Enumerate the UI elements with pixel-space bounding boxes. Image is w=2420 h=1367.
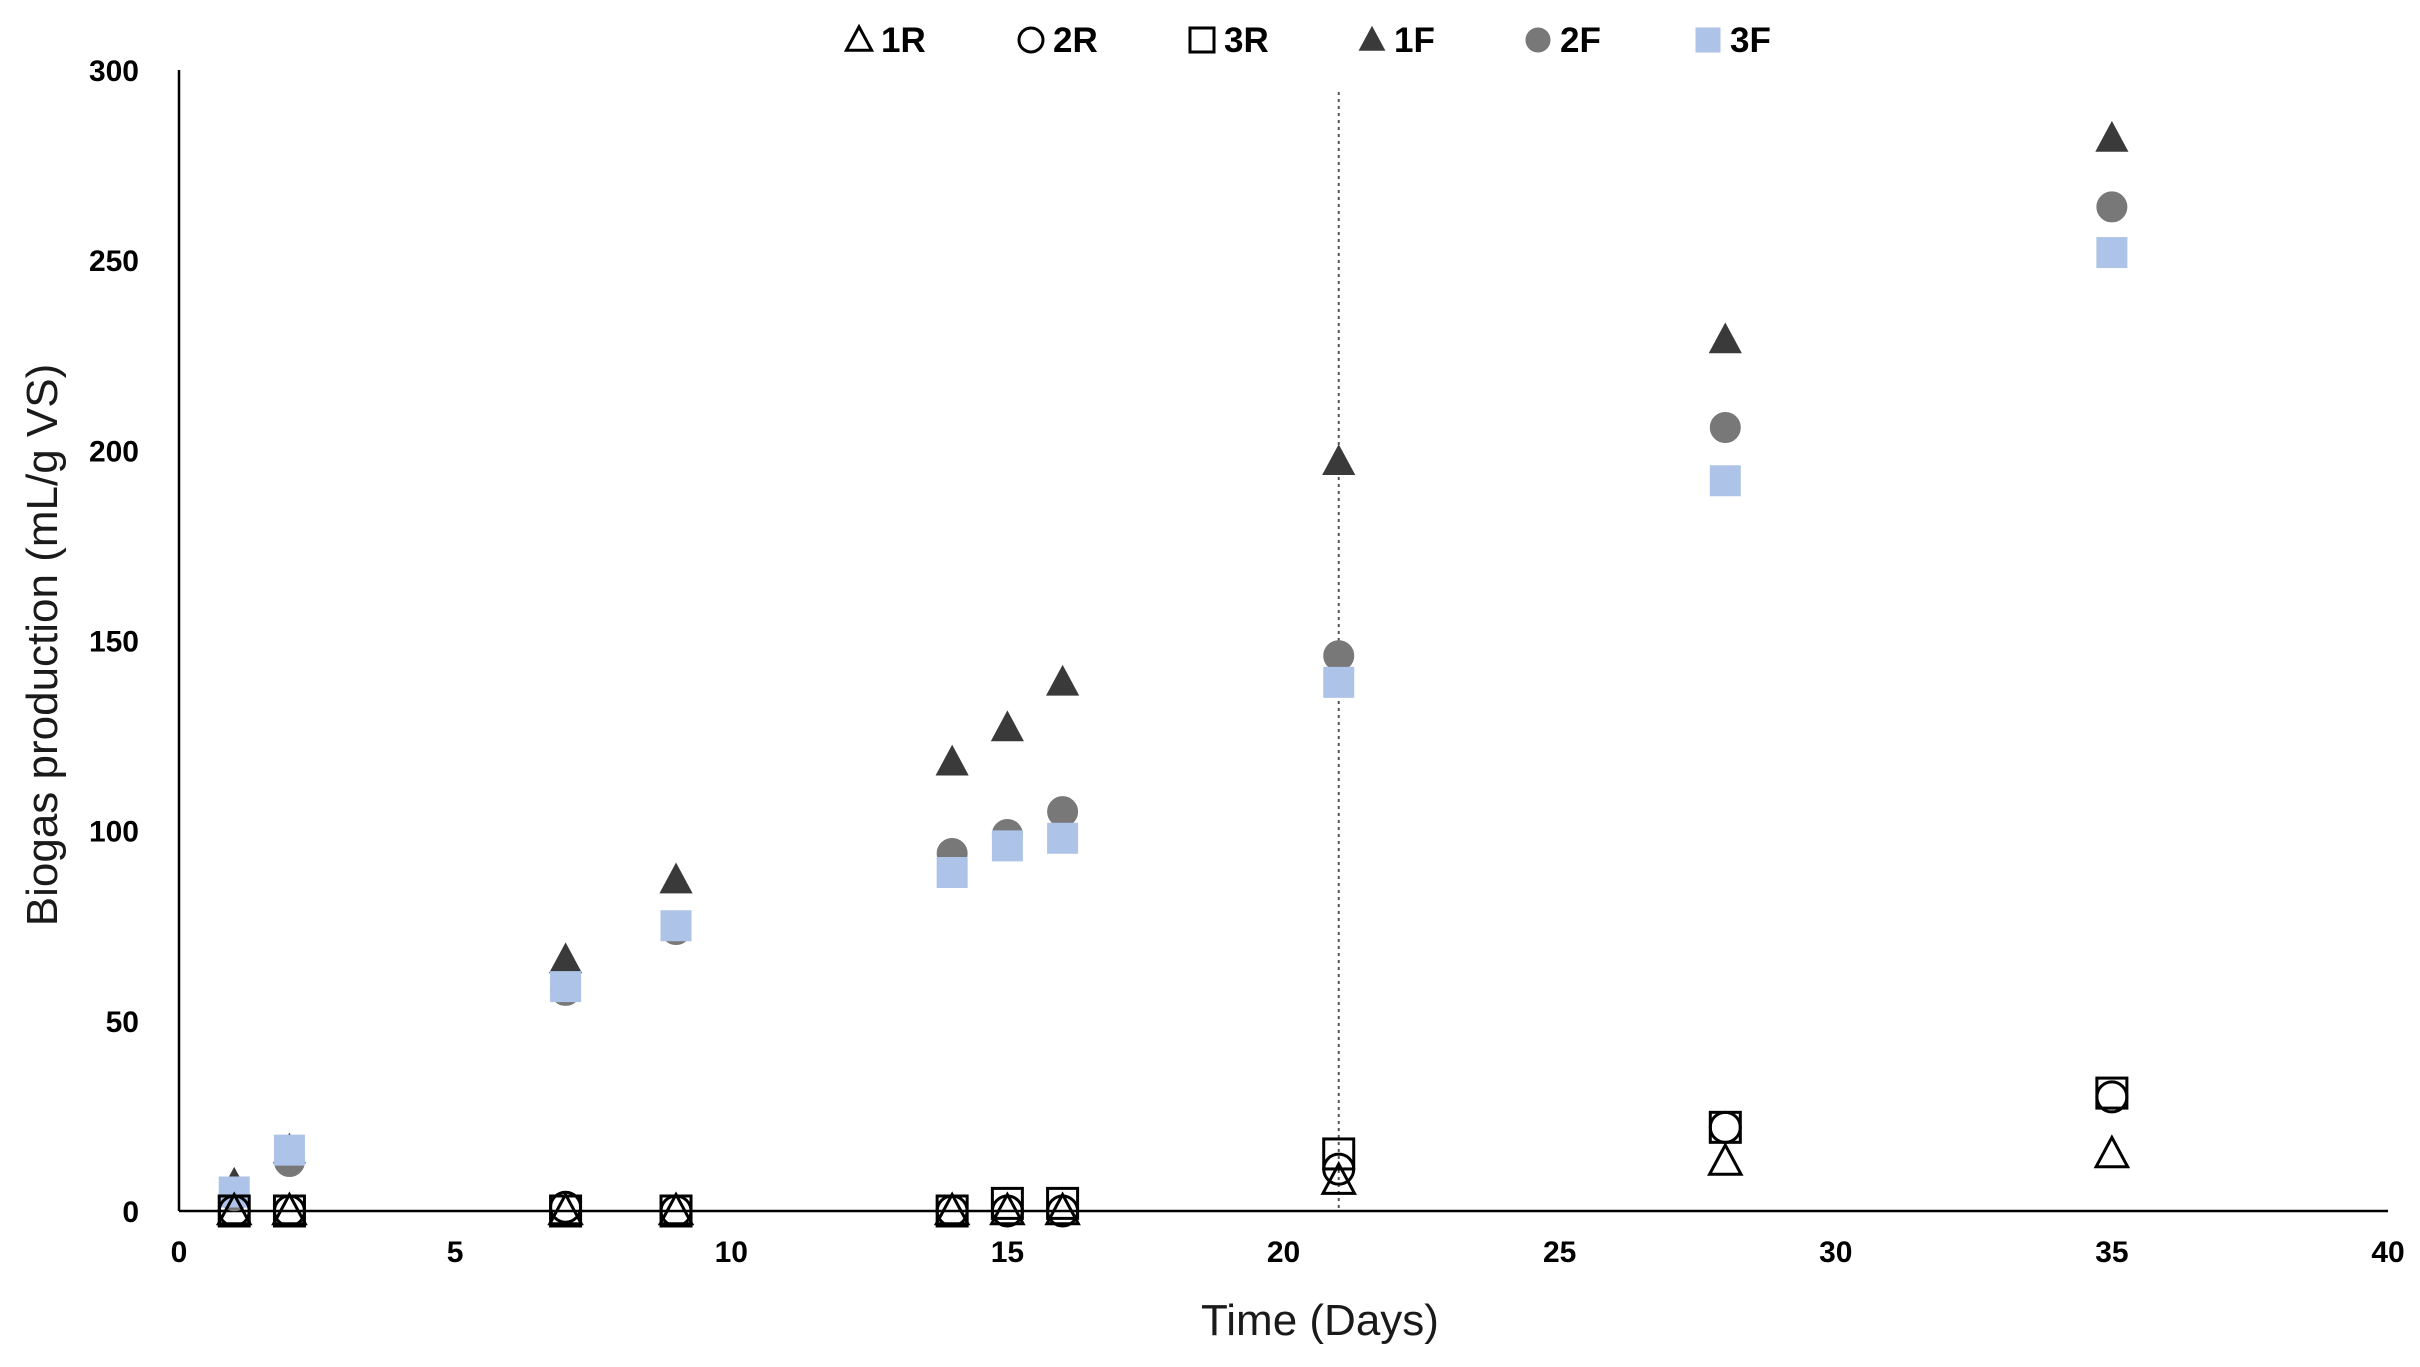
point-1R bbox=[271, 1191, 308, 1226]
point-3R bbox=[549, 1194, 583, 1228]
point-1R bbox=[989, 1191, 1026, 1226]
point-3R bbox=[217, 1194, 251, 1228]
point-3R bbox=[935, 1194, 969, 1228]
point-2R bbox=[1708, 1110, 1742, 1144]
legend-marker-2F bbox=[1525, 27, 1551, 53]
x-tick-label: 20 bbox=[1267, 1236, 1300, 1269]
legend-item-3F: 3F bbox=[1695, 21, 1771, 60]
legend-label: 1F bbox=[1394, 21, 1435, 60]
point-1R bbox=[657, 1191, 695, 1226]
point-3R bbox=[1322, 1137, 1356, 1171]
point-1F bbox=[935, 744, 969, 776]
point-1R bbox=[547, 1191, 584, 1226]
y-axis-title: Biogas production (mL/g VS) bbox=[18, 364, 67, 927]
x-tick-label: 15 bbox=[991, 1236, 1024, 1269]
point-3R bbox=[1046, 1186, 1080, 1220]
point-3F bbox=[991, 830, 1023, 862]
point-3F bbox=[2096, 237, 2128, 269]
point-3F bbox=[1709, 465, 1741, 497]
point-1F bbox=[659, 862, 693, 894]
legend-label: 3F bbox=[1730, 21, 1771, 60]
point-2F bbox=[1709, 412, 1741, 444]
point-3F bbox=[550, 971, 582, 1003]
point-1R bbox=[1320, 1160, 1357, 1195]
y-tick-label: 250 bbox=[89, 245, 139, 278]
point-3F bbox=[660, 910, 692, 942]
legend-label: 3R bbox=[1224, 21, 1269, 60]
series-1R bbox=[215, 1134, 2131, 1226]
plot-marks bbox=[215, 120, 2131, 1228]
axes: 0 50 100 150 200 250 300 0 5 10 15 20 25 30 35 40 bbox=[89, 55, 2405, 1269]
y-tick-label: 0 bbox=[122, 1196, 139, 1229]
legend-marker-3R bbox=[1188, 26, 1216, 54]
point-1F bbox=[548, 942, 583, 974]
legend-label: 2R bbox=[1053, 21, 1098, 60]
point-3F bbox=[273, 1134, 305, 1166]
series-2R bbox=[217, 1080, 2129, 1228]
x-tick-label: 35 bbox=[2095, 1236, 2128, 1269]
point-1R bbox=[1707, 1141, 1744, 1176]
point-1R bbox=[215, 1191, 253, 1226]
point-3R bbox=[990, 1186, 1024, 1220]
point-1R bbox=[933, 1191, 971, 1226]
point-3R bbox=[272, 1194, 306, 1228]
point-1F bbox=[1046, 664, 1080, 696]
legend-item-1R: 1R bbox=[843, 21, 926, 60]
legend-item-2F: 2F bbox=[1525, 21, 1601, 60]
x-axis-title: Time (Days) bbox=[1201, 1296, 1439, 1345]
point-2F bbox=[2096, 191, 2128, 223]
legend-item-3R: 3R bbox=[1188, 21, 1269, 60]
x-tick-label: 40 bbox=[2371, 1236, 2404, 1269]
point-3R bbox=[659, 1194, 693, 1228]
legend-label: 2F bbox=[1560, 21, 1601, 60]
x-tick-label: 5 bbox=[447, 1236, 464, 1269]
x-tick-label: 30 bbox=[1819, 1236, 1852, 1269]
legend-label: 1R bbox=[881, 21, 926, 60]
x-tick-label: 25 bbox=[1543, 1236, 1576, 1269]
point-1R bbox=[1044, 1191, 1081, 1226]
legend-marker-1R bbox=[843, 23, 875, 52]
series-3R bbox=[217, 1076, 2129, 1228]
y-tick-label: 50 bbox=[106, 1006, 139, 1039]
point-2F bbox=[1323, 640, 1355, 672]
point-3F bbox=[1323, 666, 1355, 698]
x-tick-label: 0 bbox=[171, 1236, 188, 1269]
legend-marker-2R bbox=[1017, 26, 1045, 54]
y-tick-label: 200 bbox=[89, 435, 139, 468]
legend-marker-1F bbox=[1358, 25, 1386, 51]
legend: 1R 2R 3R 1F 2F 3F bbox=[843, 21, 1771, 60]
legend-item-2R: 2R bbox=[1017, 21, 1098, 60]
point-3F bbox=[936, 857, 968, 889]
series-2F bbox=[218, 191, 2128, 1212]
point-3F bbox=[1047, 822, 1079, 854]
point-3R bbox=[2095, 1076, 2129, 1110]
y-tick-label: 300 bbox=[89, 55, 139, 88]
point-1R bbox=[2093, 1134, 2131, 1169]
point-1F bbox=[1322, 444, 1356, 475]
y-tick-label: 150 bbox=[89, 626, 139, 659]
x-tick-label: 10 bbox=[715, 1236, 748, 1269]
legend-item-1F: 1F bbox=[1358, 21, 1435, 60]
point-2F bbox=[1047, 796, 1079, 828]
series-1F bbox=[217, 120, 2129, 1198]
point-3R bbox=[1708, 1110, 1742, 1144]
point-1F bbox=[2095, 120, 2129, 152]
y-tick-label: 100 bbox=[89, 816, 139, 849]
point-1F bbox=[990, 710, 1024, 742]
point-1F bbox=[1708, 322, 1742, 354]
series-3F bbox=[218, 237, 2128, 1208]
legend-marker-3F bbox=[1695, 27, 1721, 53]
